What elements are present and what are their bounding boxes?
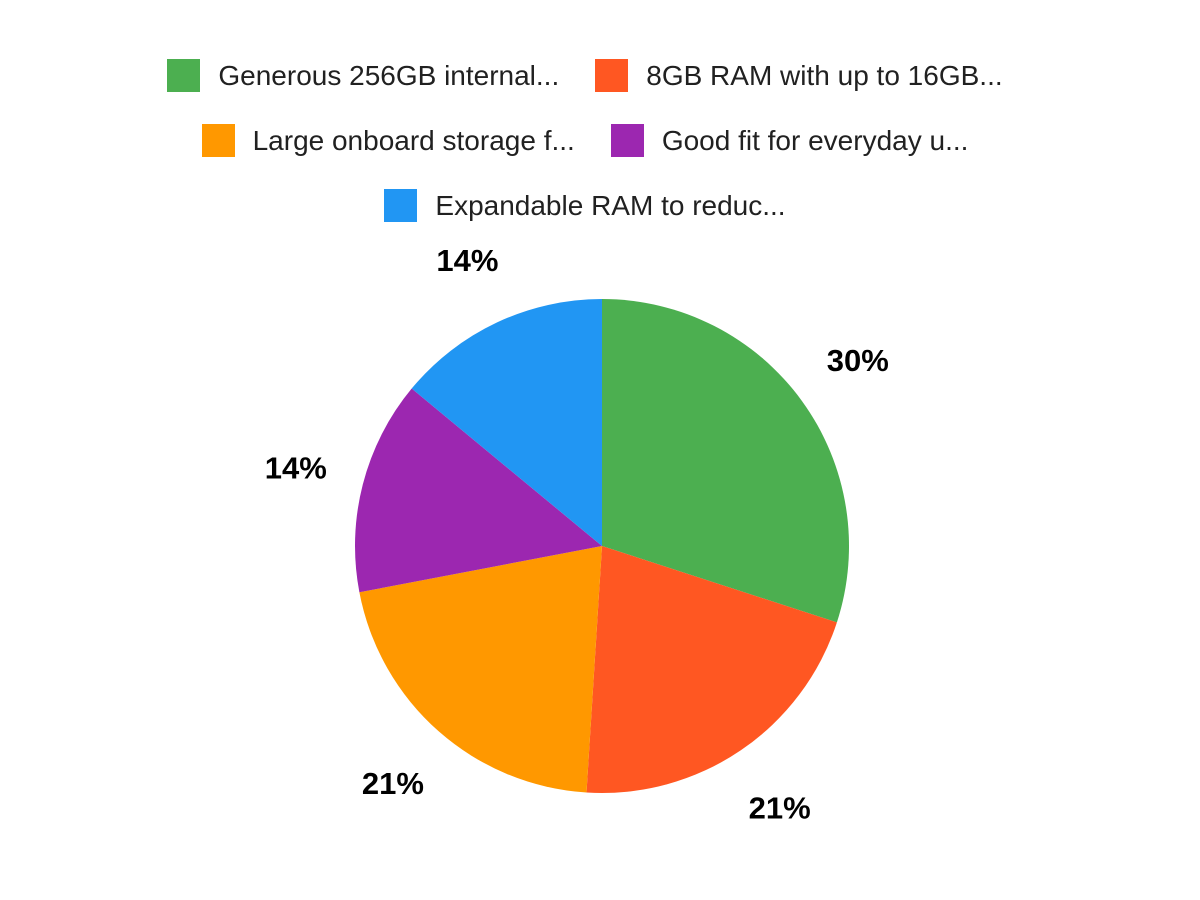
legend-label: Good fit for everyday u... [661, 125, 969, 156]
pie-slice-2[interactable] [359, 546, 602, 793]
legend-item-large-onboard-storage[interactable]: Large onboard storage f... [201, 124, 575, 157]
pie-percent-label-4: 14% [436, 243, 498, 278]
legend-item-8gb-ram[interactable]: 8GB RAM with up to 16GB... [595, 59, 1003, 92]
legend-label: Large onboard storage f... [252, 125, 575, 156]
pie-slice-3[interactable] [355, 388, 602, 593]
legend-item-generous-256gb[interactable]: Generous 256GB internal... [167, 59, 559, 92]
pie-percent-label-0: 30% [827, 343, 889, 378]
legend-item-expandable-ram[interactable]: Expandable RAM to reduc... [384, 189, 786, 222]
legend-row-3: Expandable RAM to reduc... [384, 189, 786, 222]
pie-slice-4[interactable] [411, 299, 602, 546]
legend-swatch-deep-orange [595, 59, 629, 92]
legend-label: Generous 256GB internal... [218, 60, 560, 91]
legend-label: Expandable RAM to reduc... [435, 190, 786, 221]
legend-swatch-green [167, 59, 201, 92]
pie-percent-label-2: 21% [362, 766, 424, 801]
pie-percent-label-3: 14% [265, 450, 327, 485]
pie-slice-1[interactable] [586, 546, 837, 793]
legend-swatch-purple [610, 124, 644, 157]
legend-row-1: Generous 256GB internal... 8GB RAM with … [167, 59, 1003, 92]
legend-label: 8GB RAM with up to 16GB... [646, 60, 1003, 91]
legend-item-good-fit-everyday[interactable]: Good fit for everyday u... [610, 124, 969, 157]
legend: Generous 256GB internal... 8GB RAM with … [0, 59, 1170, 222]
pie-percent-label-1: 21% [749, 791, 811, 826]
pie-slice-0[interactable] [602, 299, 849, 623]
legend-swatch-orange [201, 124, 235, 157]
legend-swatch-blue [384, 189, 418, 222]
legend-row-2: Large onboard storage f... Good fit for … [201, 124, 969, 157]
